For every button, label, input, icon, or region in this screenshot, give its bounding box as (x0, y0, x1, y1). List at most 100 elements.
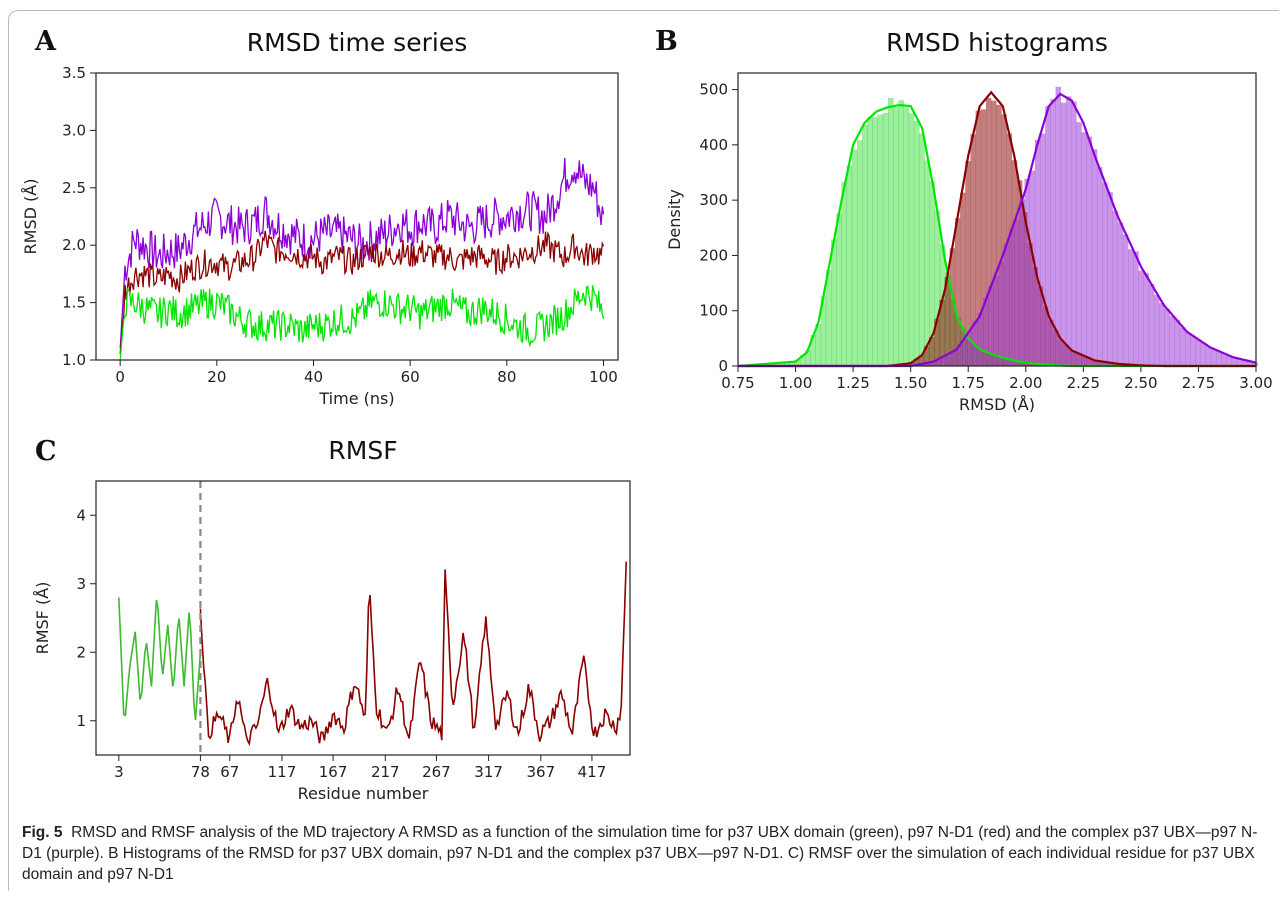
x-axis-label: Residue number (298, 784, 429, 803)
hist-bar-purple (977, 312, 984, 367)
y-tick-label: 1.5 (62, 294, 86, 312)
y-tick-label: 3.0 (62, 121, 86, 139)
chart-title: RMSF (328, 436, 397, 465)
hist-bar-green (903, 107, 910, 367)
hist-bar-purple (962, 337, 968, 367)
hist-bar-green (815, 324, 822, 367)
hist-bar-green (924, 160, 930, 367)
hist-bar-purple (1133, 251, 1139, 367)
x-tick-label: 317 (474, 763, 503, 781)
hist-bar-purple (1081, 132, 1087, 367)
y-tick-label: 2.0 (62, 236, 86, 254)
y-tick-label: 200 (699, 246, 728, 264)
hist-bar-purple (1014, 220, 1020, 367)
x-tick-label: 167 (319, 763, 348, 781)
hist-bar-purple (1045, 106, 1051, 367)
y-tick-label: 4 (76, 506, 86, 524)
hist-bar-purple (1159, 303, 1165, 367)
x-tick-label: 2.00 (1009, 374, 1042, 392)
hist-bar-purple (1221, 353, 1227, 367)
x-tick-label: 2.75 (1182, 374, 1215, 392)
hist-bar-purple (1055, 86, 1062, 367)
x-tick-label: 217 (371, 763, 400, 781)
hist-bar-purple (1210, 349, 1217, 367)
y-axis-label: RMSF (Å) (33, 582, 52, 655)
hist-bar-purple (1029, 170, 1036, 367)
panel-c-rmsf: RMSF 3 78 67 117 167 217 267 317 367 417 1 2 3 4 Residu… (33, 436, 631, 803)
x-tick-label: 2.25 (1067, 374, 1100, 392)
hist-bar-purple (1096, 167, 1103, 367)
x-tick-label: 1.75 (952, 374, 985, 392)
x-tick-label: 367 (526, 763, 555, 781)
hist-bar-purple (1071, 101, 1077, 367)
hist-bar-green (919, 133, 925, 367)
y-tick-label: 1 (76, 712, 86, 730)
hist-bar-purple (1091, 149, 1098, 367)
hist-bar-green (867, 117, 873, 367)
hist-bar-purple (1024, 178, 1031, 367)
hist-bar-purple (1065, 96, 1072, 367)
x-tick-label: 0.75 (721, 374, 754, 392)
hist-bar-green (846, 165, 853, 367)
figure-caption: Fig. 5 RMSD and RMSF analysis of the MD … (22, 822, 1262, 885)
y-tick-label: 300 (699, 191, 728, 209)
y-tick-label: 2.5 (62, 179, 86, 197)
x-axis-label: Time (ns) (318, 389, 394, 408)
hist-bar-green (831, 239, 837, 367)
x-tick-label: 1.50 (894, 374, 927, 392)
rmsf-line-rmsf_green (118, 597, 202, 721)
hist-bar-green (898, 100, 904, 367)
hist-bar-purple (1138, 270, 1144, 367)
x-tick-label: 20 (207, 368, 226, 386)
hist-bar-purple (1122, 234, 1129, 367)
hist-bar-purple (1185, 332, 1191, 367)
hist-bar-purple (1008, 228, 1015, 367)
hist-bar-purple (1112, 210, 1119, 367)
hist-bar-purple (1086, 136, 1093, 367)
y-tick-label: 400 (699, 136, 728, 154)
hist-bar-green (888, 98, 894, 367)
panel-a-rmsd-time-series: RMSD time series 0 20 40 60 80 100 1.0 1.5 2.0 2.5… (21, 28, 619, 408)
panel-b-rmsd-histograms: RMSD histograms 0.75 1.00 1.25 1.50 1.75 2.00 2… (665, 28, 1273, 414)
hist-bar-purple (1200, 342, 1207, 367)
plot-frame (95, 480, 631, 756)
panel-label-c: C (35, 436, 57, 467)
hist-bar-green (862, 124, 868, 367)
y-tick-label: 500 (699, 81, 728, 99)
hist-bar-purple (1034, 139, 1041, 367)
y-tick-label: 3.5 (62, 64, 86, 82)
x-tick-label: 3.00 (1239, 374, 1272, 392)
hist-bar-green (908, 113, 915, 367)
hist-bar-purple (1107, 191, 1113, 367)
x-tick-label: 0 (115, 368, 125, 386)
hist-bar-purple (1039, 133, 1046, 367)
hist-bar-purple (967, 330, 974, 367)
y-tick-label: 100 (699, 302, 728, 320)
figure-frame (8, 10, 1279, 891)
caption-fig-label: Fig. 5 (22, 824, 63, 841)
hist-bar-purple (1117, 222, 1124, 367)
caption-text: RMSD and RMSF analysis of the MD traject… (22, 824, 1258, 883)
hist-bar-purple (993, 276, 999, 367)
hist-bar-green (893, 107, 899, 367)
x-tick-label: 417 (578, 763, 607, 781)
rmsf-line-red (199, 561, 627, 747)
hist-bar-purple (1153, 294, 1160, 367)
panel-label-a: A (34, 26, 57, 57)
x-tick-label: 100 (589, 368, 618, 386)
hist-bar-purple (1216, 350, 1222, 367)
y-tick-label: 2 (76, 643, 86, 661)
hist-bar-green (882, 112, 889, 367)
series-line-green (119, 285, 605, 360)
hist-bar-purple (1128, 249, 1134, 367)
hist-bar-green (856, 140, 863, 367)
hist-bar-green (836, 213, 842, 367)
hist-bar-purple (1148, 283, 1155, 367)
hist-bar-purple (1164, 308, 1170, 367)
hist-bar-purple (951, 350, 958, 367)
plot-frame (95, 72, 619, 361)
panel-label-b: B (655, 26, 678, 57)
x-tick-label: 40 (304, 368, 323, 386)
chart-title: RMSD histograms (886, 28, 1108, 57)
